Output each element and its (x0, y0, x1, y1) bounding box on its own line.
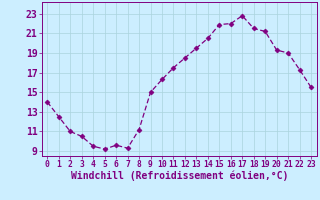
X-axis label: Windchill (Refroidissement éolien,°C): Windchill (Refroidissement éolien,°C) (70, 171, 288, 181)
